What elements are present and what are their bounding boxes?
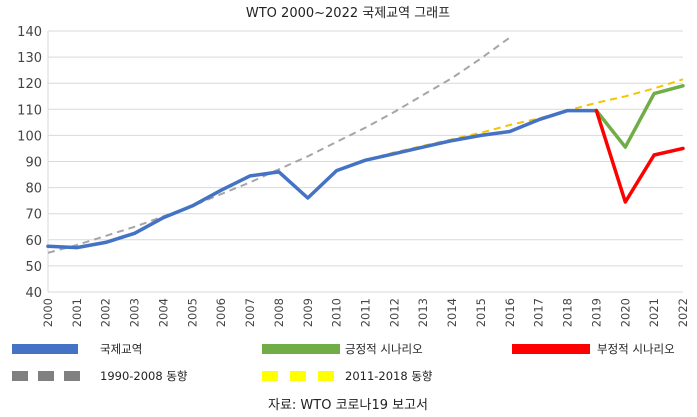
x-tick-label: 2002 (99, 298, 113, 327)
legend-swatch (512, 344, 590, 354)
chart-title: WTO 2000~2022 국제교역 그래프 (246, 6, 450, 21)
legend-label: 2011-2018 동향 (345, 369, 433, 383)
legend-swatch (262, 344, 340, 354)
y-tick-label: 60 (25, 234, 42, 249)
legend-label: 국제교역 (100, 342, 142, 356)
x-tick-label: 2020 (618, 298, 632, 327)
legend-swatch (12, 344, 78, 354)
legend-swatch-segment (12, 371, 28, 381)
x-tick-label: 2015 (474, 298, 488, 327)
legend-swatch-segment (64, 371, 80, 381)
x-tick-label: 2007 (243, 298, 257, 327)
y-tick-label: 120 (17, 77, 42, 92)
legend-swatch-segment (290, 371, 306, 381)
legend: 국제교역 긍정적 시나리오 부정적 시나리오 1990-2008 동향 2011-201… (12, 342, 675, 383)
source-note: 자료: WTO 코로나19 보고서 (268, 398, 428, 413)
legend-label: 1990-2008 동향 (100, 369, 188, 383)
x-tick-label: 2014 (445, 298, 459, 327)
x-tick-label: 2010 (330, 298, 344, 327)
x-tick-label: 2016 (503, 298, 517, 327)
x-tick-label: 2022 (676, 298, 690, 327)
series-line-3 (47, 36, 511, 254)
y-tick-label: 140 (17, 25, 42, 40)
y-tick-label: 100 (17, 129, 42, 144)
y-tick-label: 50 (25, 260, 42, 275)
y-tick-label: 130 (17, 51, 42, 66)
series-line-1 (594, 84, 685, 149)
x-tick-label: 2013 (416, 298, 430, 327)
y-tick-label: 90 (25, 156, 42, 171)
x-tick-label: 2011 (359, 298, 373, 327)
y-tick-label: 70 (25, 208, 42, 223)
x-tick-label: 2019 (589, 298, 603, 327)
y-tick-label: 80 (25, 182, 42, 197)
series-line-0 (46, 108, 599, 250)
legend-swatch-segment (318, 371, 334, 381)
legend-swatch-segment (38, 371, 54, 381)
x-tick-label: 2009 (301, 298, 315, 327)
y-tick-label: 40 (25, 286, 42, 301)
x-tick-label: 2012 (387, 298, 401, 327)
plot-area (46, 36, 685, 254)
series-line-2 (594, 108, 685, 204)
legend-label: 부정적 시나리오 (597, 342, 675, 356)
legend-label: 긍정적 시나리오 (345, 342, 423, 356)
x-tick-label: 2005 (185, 298, 199, 327)
x-tick-label: 2006 (214, 298, 228, 327)
x-tick-label: 2001 (70, 298, 84, 327)
x-tick-label: 2018 (561, 298, 575, 327)
y-tick-label: 110 (17, 103, 42, 118)
x-tick-label: 2021 (647, 298, 661, 327)
x-axis: 2000 2001 2002 2003 2004 2005 2006 2007 2008 2009… (41, 298, 690, 327)
x-tick-label: 2008 (272, 298, 286, 327)
y-axis: 40 50 60 70 80 90 100 110 120 130 140 (17, 25, 42, 301)
legend-swatch-segment (262, 371, 278, 381)
x-tick-label: 2017 (532, 298, 546, 327)
x-tick-label: 2004 (156, 298, 170, 327)
x-tick-label: 2003 (128, 298, 142, 327)
x-tick-label: 2000 (41, 298, 55, 327)
